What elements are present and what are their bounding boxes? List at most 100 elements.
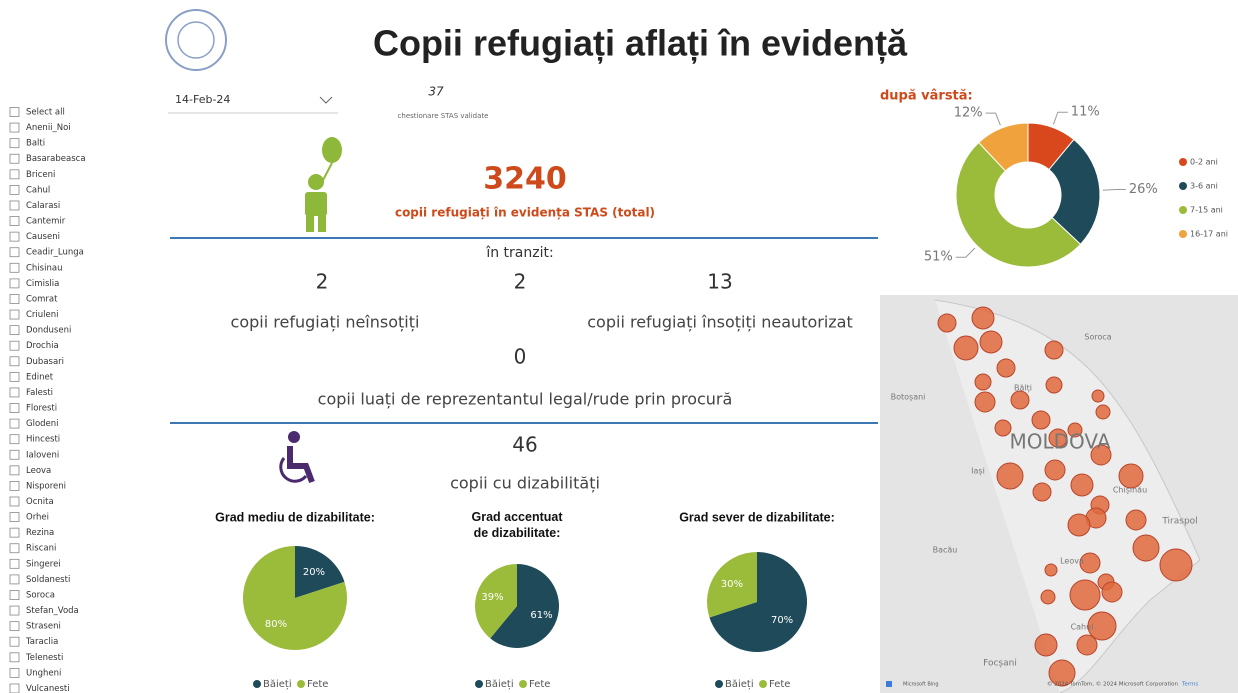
checkbox[interactable] xyxy=(9,512,20,522)
checkbox[interactable] xyxy=(9,621,20,632)
checkbox[interactable] xyxy=(9,496,20,507)
checkbox[interactable] xyxy=(9,247,20,258)
map-bubble[interactable] xyxy=(1045,376,1063,394)
filter-item[interactable]: Soldanesti xyxy=(26,575,70,585)
filter-item[interactable]: Briceni xyxy=(26,170,55,180)
date-dropdown[interactable]: 14-Feb-24 xyxy=(168,88,338,114)
checkbox[interactable] xyxy=(9,200,20,211)
filter-item[interactable]: Riscani xyxy=(26,544,56,554)
checkbox[interactable] xyxy=(9,340,20,351)
map-bubble[interactable] xyxy=(1044,459,1066,481)
map-bubble[interactable] xyxy=(953,335,979,361)
filter-item[interactable]: Causeni xyxy=(26,232,60,242)
checkbox[interactable] xyxy=(9,356,20,367)
filter-item[interactable]: Edinet xyxy=(26,372,54,382)
filter-item[interactable]: Floresti xyxy=(26,404,57,414)
filter-item[interactable]: Select all xyxy=(26,108,65,118)
map-bubble[interactable] xyxy=(1067,513,1091,537)
filter-item[interactable]: Taraclia xyxy=(25,637,58,647)
map-bubble[interactable] xyxy=(974,373,992,391)
checkbox[interactable] xyxy=(9,636,20,647)
map-bubble[interactable] xyxy=(996,358,1016,378)
filter-item[interactable]: Balti xyxy=(26,139,45,149)
checkbox[interactable] xyxy=(9,122,20,133)
checkbox[interactable] xyxy=(9,325,20,336)
map-bubble[interactable] xyxy=(996,462,1024,490)
map-bubble[interactable] xyxy=(971,306,995,330)
checkbox[interactable] xyxy=(9,434,20,445)
filter-item[interactable]: Cimislia xyxy=(26,279,59,289)
map-bubble[interactable] xyxy=(1067,422,1083,438)
map-bubble[interactable] xyxy=(1031,410,1051,430)
filter-item[interactable]: Vulcanesti xyxy=(26,684,70,693)
map-bubble[interactable] xyxy=(1076,634,1098,656)
checkbox[interactable] xyxy=(9,558,20,569)
checkbox[interactable] xyxy=(9,309,20,320)
filter-item[interactable]: Telenesti xyxy=(25,653,63,663)
checkbox[interactable] xyxy=(9,527,20,538)
map-bubble[interactable] xyxy=(1069,579,1101,611)
checkbox[interactable] xyxy=(9,667,20,678)
filter-item[interactable]: Chisinau xyxy=(26,263,62,273)
map-bubble[interactable] xyxy=(1132,534,1160,562)
checkbox[interactable] xyxy=(9,278,20,289)
map-bubble[interactable] xyxy=(1091,389,1105,403)
checkbox[interactable] xyxy=(9,294,20,304)
filter-item[interactable]: Ungheni xyxy=(26,668,61,678)
checkbox[interactable] xyxy=(9,216,20,226)
map-bubble[interactable] xyxy=(1118,463,1144,489)
filter-item[interactable]: Criuleni xyxy=(26,310,59,320)
map-bubble[interactable] xyxy=(1040,589,1056,605)
map-bubble[interactable] xyxy=(1048,659,1076,687)
checkbox[interactable] xyxy=(9,262,20,273)
map-bubble[interactable] xyxy=(1090,444,1112,466)
chevron[interactable] xyxy=(319,96,333,104)
checkbox[interactable] xyxy=(9,169,20,180)
map-bubble[interactable] xyxy=(1044,563,1058,577)
map-bubble[interactable] xyxy=(1034,633,1058,657)
filter-item[interactable]: Soroca xyxy=(26,590,55,600)
filter-item[interactable]: Hincesti xyxy=(26,435,60,445)
filter-item[interactable]: Nisporeni xyxy=(26,481,66,491)
filter-item[interactable]: Falesti xyxy=(26,388,53,398)
map-bubble[interactable] xyxy=(1125,509,1147,531)
filter-item[interactable]: Stefan_Voda xyxy=(26,606,79,616)
checkbox[interactable] xyxy=(9,543,20,554)
filter-item[interactable]: Cahul xyxy=(26,185,50,195)
map-bubble[interactable] xyxy=(1101,581,1123,603)
map-bubble[interactable] xyxy=(979,330,1003,354)
map-bubble[interactable] xyxy=(974,391,996,413)
map-bubble[interactable] xyxy=(1032,482,1052,502)
filter-item[interactable]: Donduseni xyxy=(26,326,71,336)
checkbox[interactable] xyxy=(9,153,20,164)
map-bubble[interactable] xyxy=(1079,552,1101,574)
map-bubble[interactable] xyxy=(1159,548,1193,582)
filter-item[interactable]: Dubasari xyxy=(26,357,64,367)
checkbox[interactable] xyxy=(9,138,20,149)
map-bubble[interactable] xyxy=(1010,390,1030,410)
map-bubble[interactable] xyxy=(1087,611,1117,641)
map-bubble[interactable] xyxy=(937,313,957,333)
filter-item[interactable]: Ceadir_Lunga xyxy=(26,248,84,258)
filter-item[interactable]: Rezina xyxy=(26,528,54,538)
map-bubble[interactable] xyxy=(1044,340,1064,360)
checkbox[interactable] xyxy=(9,387,20,398)
map-bubble[interactable] xyxy=(1070,473,1094,497)
filter-item[interactable]: Comrat xyxy=(26,294,58,304)
checkbox[interactable] xyxy=(9,465,20,476)
filter-item[interactable]: Basarabeasca xyxy=(26,154,86,164)
filter-item[interactable]: Ocnita xyxy=(26,497,54,507)
checkbox[interactable] xyxy=(9,418,20,429)
filter-item[interactable]: Calarasi xyxy=(26,201,60,211)
checkbox[interactable] xyxy=(9,371,20,382)
map-terms[interactable]: Terms xyxy=(1181,682,1198,688)
map-bubble[interactable] xyxy=(994,419,1012,437)
checkbox[interactable] xyxy=(9,652,20,663)
filter-item[interactable]: Cantemir xyxy=(26,217,66,227)
checkbox[interactable] xyxy=(9,481,20,491)
date-text[interactable]: 14-Feb-24 xyxy=(175,93,230,106)
filter-item[interactable]: Orhei xyxy=(26,513,49,523)
checkbox[interactable] xyxy=(9,574,20,585)
filter-item[interactable]: Anenii_Noi xyxy=(26,123,71,133)
filter-item[interactable]: Ialoveni xyxy=(26,450,59,460)
